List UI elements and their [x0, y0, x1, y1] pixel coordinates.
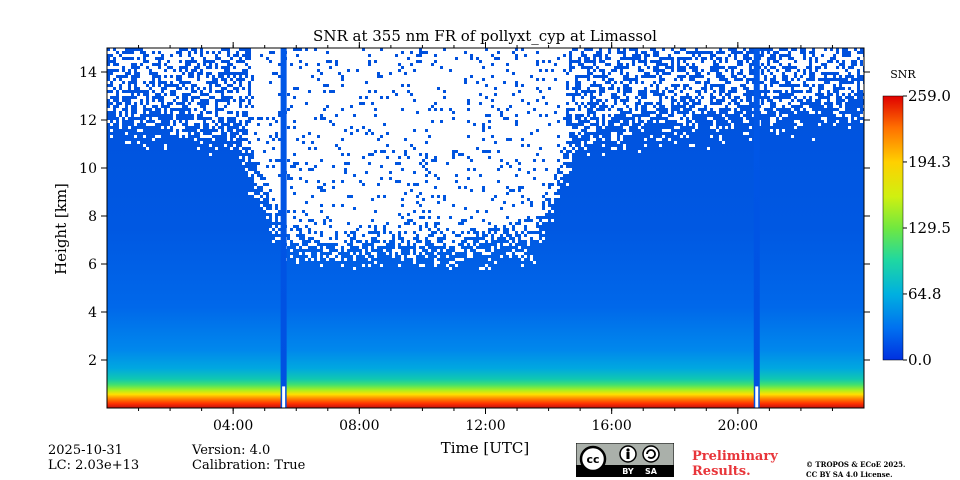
by-text: BY — [622, 467, 634, 476]
y-axis-label: Height [km] — [52, 183, 70, 275]
x-tick-label: 20:00 — [718, 418, 758, 434]
preliminary-line2: Results. — [692, 464, 751, 479]
colorbar-tick-label: 194.3 — [908, 153, 951, 171]
sa-icon — [642, 445, 660, 463]
y-tick-label: 10 — [79, 161, 97, 177]
sa-text: SA — [645, 467, 658, 476]
x-tick-label: 12:00 — [465, 418, 505, 434]
x-tick-label: 08:00 — [339, 418, 379, 434]
footer-version-block: Version: 4.0 Calibration: True — [192, 443, 305, 473]
data-gap — [753, 48, 760, 408]
footer-left: 2025-10-31 LC: 2.03e+13 — [48, 443, 139, 473]
x-tick-label: 16:00 — [591, 418, 631, 434]
x-axis-label: Time [UTC] — [441, 439, 530, 457]
cc-license-badge: cc BY SA — [576, 443, 674, 477]
data-gaps — [280, 48, 760, 408]
y-tick-label: 6 — [88, 257, 97, 273]
data-gap-bottom — [282, 386, 286, 408]
y-tick-label: 4 — [88, 305, 97, 321]
y-axis: 2 4 6 8 10 12 14 — [79, 65, 870, 369]
colorbar — [882, 95, 904, 361]
colorbar-ticks: 259.0 194.3 129.5 64.8 0.0 — [903, 87, 951, 369]
colorbar-tick-label: 259.0 — [908, 87, 951, 105]
license-notice: © TROPOS & ECoE 2025. CC BY SA 4.0 Licen… — [806, 460, 905, 480]
footer-calibration: Calibration: True — [192, 458, 306, 473]
license-line2: CC BY SA 4.0 License. — [806, 470, 893, 479]
preliminary-notice: Preliminary Results. — [692, 449, 778, 479]
cc-text: cc — [586, 453, 599, 466]
colorbar-tick-label: 64.8 — [908, 285, 941, 303]
cc-icon — [579, 445, 607, 473]
preliminary-line1: Preliminary — [692, 449, 778, 464]
y-tick-label: 8 — [88, 209, 97, 225]
colorbar-tick-label: 129.5 — [908, 219, 951, 237]
data-gap — [280, 48, 287, 408]
footer-lc: LC: 2.03e+13 — [48, 458, 140, 473]
x-tick-label: 04:00 — [213, 418, 253, 434]
y-tick-label: 2 — [88, 353, 97, 369]
x-axis: 04:00 08:00 12:00 16:00 20:00 — [138, 42, 833, 434]
daytime-noise-region — [107, 48, 864, 270]
colorbar-label: SNR — [890, 68, 916, 81]
y-tick-label: 12 — [79, 113, 97, 129]
colorbar-tick-label: 0.0 — [908, 351, 932, 369]
footer-date: 2025-10-31 — [48, 443, 123, 458]
chart-title: SNR at 355 nm FR of pollyxt_cyp at Limas… — [313, 27, 657, 45]
license-line1: © TROPOS & ECoE 2025. — [806, 460, 906, 469]
footer-version: Version: 4.0 — [192, 443, 271, 458]
y-tick-label: 14 — [79, 65, 97, 81]
data-gap-bottom — [755, 386, 759, 408]
